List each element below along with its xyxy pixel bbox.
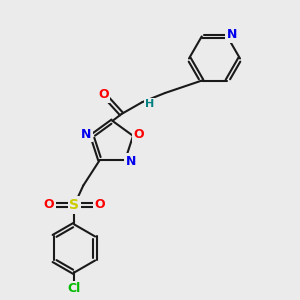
Text: O: O [94, 199, 105, 212]
Text: N: N [226, 28, 237, 41]
Text: N: N [125, 155, 136, 168]
Text: H: H [146, 99, 154, 110]
Text: Cl: Cl [68, 283, 81, 296]
Text: N: N [81, 128, 92, 141]
Text: O: O [44, 199, 54, 212]
Text: O: O [98, 88, 109, 101]
Text: O: O [133, 128, 144, 141]
Text: S: S [69, 198, 79, 212]
